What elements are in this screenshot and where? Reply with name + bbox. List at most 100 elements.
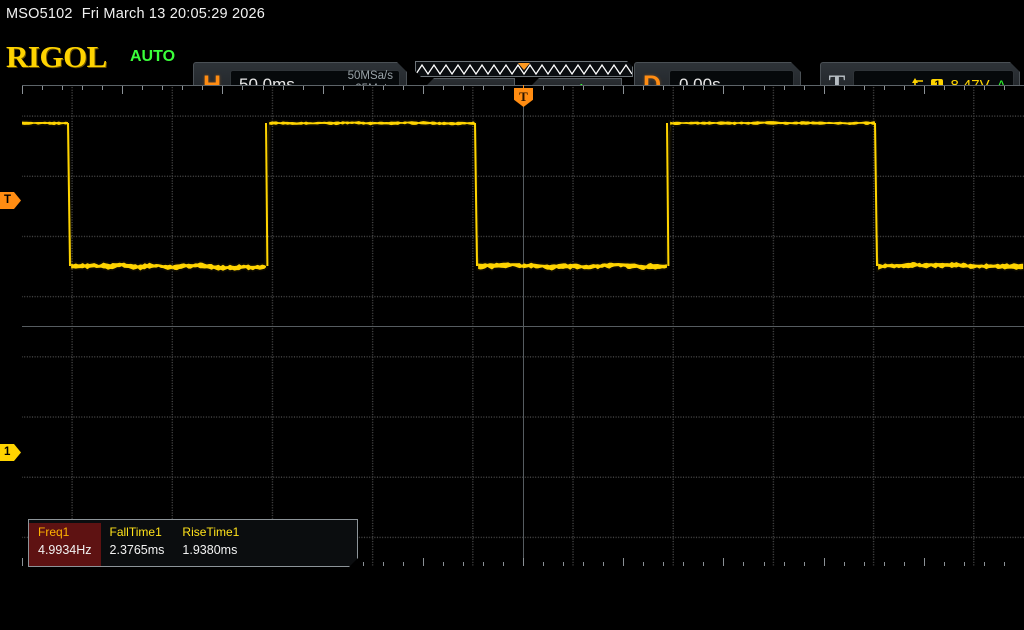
ruler-minor-tick <box>543 86 544 90</box>
ruler-minor-tick <box>362 562 364 566</box>
ruler-minor-tick <box>963 562 965 566</box>
ruler-major-tick <box>22 86 23 94</box>
ruler-minor-tick <box>162 86 164 90</box>
ruler-minor-tick <box>342 86 344 90</box>
grid-center-lines <box>22 86 1024 566</box>
trigger-level-marker[interactable]: T <box>0 192 21 209</box>
ruler-minor-tick <box>482 86 484 90</box>
measurement-value: 4.9934Hz <box>38 543 92 557</box>
memory-position-bar[interactable] <box>415 61 633 77</box>
waveform-edge-fall <box>474 122 478 267</box>
ruler-minor-tick <box>883 562 885 566</box>
ruler-minor-tick <box>382 86 384 90</box>
measurement-label: RiseTime1 <box>182 525 240 539</box>
ruler-minor-tick <box>462 562 464 566</box>
ruler-minor-tick <box>863 86 865 90</box>
waveform-edge-rise <box>666 122 670 267</box>
ruler-minor-tick <box>563 86 565 90</box>
ruler-major-tick <box>422 558 424 566</box>
measurement-value: 2.3765ms <box>109 543 165 557</box>
ruler-minor-tick <box>1004 86 1005 90</box>
ruler-minor-tick <box>583 562 585 566</box>
ruler-minor-tick <box>302 86 304 90</box>
trigger-position-marker[interactable]: T <box>514 88 533 107</box>
ruler-minor-tick <box>903 562 905 566</box>
measurement-label: FallTime1 <box>109 525 162 539</box>
ruler-minor-tick <box>142 86 144 90</box>
ruler-minor-tick <box>262 86 264 90</box>
ruler-minor-tick <box>543 562 544 566</box>
measurement-item-risetime1[interactable]: RiseTime1 1.9380ms <box>173 523 248 566</box>
measurement-item-freq1[interactable]: Freq1 4.9934Hz <box>29 523 101 566</box>
ruler-major-tick <box>923 86 925 94</box>
datetime-text: Fri March 13 20:05:29 2026 <box>81 6 266 22</box>
ruler-minor-tick <box>482 562 484 566</box>
zigzag-waveform-icon <box>416 62 632 76</box>
ruler-major-tick <box>422 86 424 94</box>
ruler-major-tick <box>322 86 324 94</box>
ruler-minor-tick <box>583 86 585 90</box>
ruler-major-tick <box>22 558 23 566</box>
ruler-minor-tick <box>943 86 945 90</box>
toolbar: RIGOL AUTO H 50.0ms 50MSa/s 25Mpts Measu… <box>0 28 1024 85</box>
model-name: MSO5102 <box>6 6 73 22</box>
ruler-minor-tick <box>683 562 685 566</box>
waveform-edge-fall <box>874 122 878 267</box>
top-tick-ruler <box>22 86 1024 94</box>
status-bar: 1 2.00V -4.24V 2 5.00mV -7.80mV L <box>0 572 1024 630</box>
rigol-logo: RIGOL <box>6 39 107 74</box>
ruler-minor-tick <box>402 86 404 90</box>
ruler-minor-tick <box>62 86 64 90</box>
ruler-minor-tick <box>242 86 244 90</box>
ruler-minor-tick <box>663 562 665 566</box>
ruler-minor-tick <box>603 86 605 90</box>
waveform-trace <box>22 121 1024 271</box>
ruler-minor-tick <box>983 86 985 90</box>
ruler-minor-tick <box>683 86 685 90</box>
sample-rate-value: 50MSa/s <box>347 70 393 82</box>
waveform-edge-rise <box>265 122 269 267</box>
ruler-minor-tick <box>703 86 705 90</box>
ruler-minor-tick <box>442 86 444 90</box>
ruler-minor-tick <box>563 562 565 566</box>
ruler-minor-tick <box>1004 562 1005 566</box>
auto-mode-label: AUTO <box>130 48 176 65</box>
ruler-minor-tick <box>182 86 184 90</box>
ruler-minor-tick <box>903 86 905 90</box>
ruler-minor-tick <box>783 562 785 566</box>
ruler-minor-tick <box>503 562 504 566</box>
channel-1-waveform <box>22 119 1024 273</box>
ruler-minor-tick <box>863 562 865 566</box>
ruler-major-tick <box>122 86 124 94</box>
ruler-major-tick <box>222 86 224 94</box>
ruler-minor-tick <box>643 562 645 566</box>
ruler-minor-tick <box>963 86 965 90</box>
ruler-major-tick <box>623 86 625 94</box>
measurement-label: Freq1 <box>38 525 70 539</box>
ruler-minor-tick <box>983 562 985 566</box>
trigger-position-stem <box>523 85 524 89</box>
ruler-minor-tick <box>843 562 845 566</box>
channel-1-offset-marker[interactable]: 1 <box>0 444 21 461</box>
ruler-minor-tick <box>763 86 765 90</box>
memory-position-marker-icon[interactable] <box>518 63 530 70</box>
ruler-minor-tick <box>843 86 845 90</box>
ruler-minor-tick <box>402 562 404 566</box>
ruler-minor-tick <box>462 86 464 90</box>
ruler-minor-tick <box>503 86 504 90</box>
ruler-minor-tick <box>82 86 84 90</box>
ruler-minor-tick <box>743 562 745 566</box>
ruler-minor-tick <box>202 86 204 90</box>
measurement-item-falltime1[interactable]: FallTime1 2.3765ms <box>101 523 174 566</box>
ruler-minor-tick <box>883 86 885 90</box>
measurement-results-panel[interactable]: Freq1 4.9934Hz FallTime1 2.3765ms RiseTi… <box>28 519 358 567</box>
ruler-minor-tick <box>442 562 444 566</box>
ruler-major-tick <box>623 558 625 566</box>
ruler-minor-tick <box>803 562 805 566</box>
ruler-major-tick <box>523 558 524 566</box>
ruler-major-tick <box>823 558 825 566</box>
ruler-major-tick <box>823 86 825 94</box>
waveform-display-area[interactable] <box>22 85 1024 566</box>
measurement-value: 1.9380ms <box>182 543 238 557</box>
waveform-glow <box>22 119 1024 273</box>
